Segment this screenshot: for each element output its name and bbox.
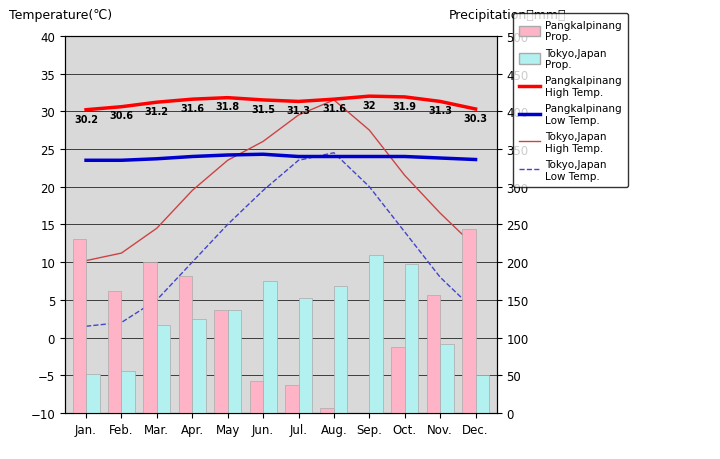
Bar bbox=[285, 385, 299, 413]
Text: 30.6: 30.6 bbox=[109, 111, 133, 121]
Bar bbox=[122, 371, 135, 413]
Bar bbox=[86, 374, 99, 413]
Bar bbox=[427, 296, 440, 413]
Text: 30.2: 30.2 bbox=[74, 114, 98, 124]
Bar bbox=[391, 347, 405, 413]
Bar bbox=[405, 265, 418, 413]
Bar bbox=[440, 344, 454, 413]
Bar bbox=[157, 325, 171, 413]
Bar bbox=[299, 298, 312, 413]
Legend: Pangkalpinang
Prop., Tokyo,Japan
Prop., Pangkalpinang
High Temp., Pangkalpinang
: Pangkalpinang Prop., Tokyo,Japan Prop., … bbox=[513, 14, 628, 187]
Text: 31.3: 31.3 bbox=[287, 106, 310, 116]
Bar bbox=[143, 263, 157, 413]
Bar bbox=[475, 375, 489, 413]
Bar bbox=[369, 256, 383, 413]
Bar bbox=[250, 381, 263, 413]
Text: 31.9: 31.9 bbox=[392, 101, 417, 112]
Text: 32: 32 bbox=[363, 101, 376, 111]
Text: 31.6: 31.6 bbox=[322, 104, 346, 114]
Bar bbox=[462, 230, 475, 413]
Bar bbox=[320, 409, 334, 413]
Bar bbox=[334, 286, 347, 413]
Bar bbox=[108, 291, 122, 413]
Text: 31.5: 31.5 bbox=[251, 105, 275, 114]
Bar bbox=[263, 281, 276, 413]
Text: 30.3: 30.3 bbox=[464, 113, 487, 123]
Text: Precipitation（mm）: Precipitation（mm） bbox=[449, 9, 566, 22]
Text: 31.6: 31.6 bbox=[180, 104, 204, 114]
Text: 31.2: 31.2 bbox=[145, 107, 169, 117]
Text: Temperature(℃): Temperature(℃) bbox=[9, 9, 112, 22]
Bar bbox=[215, 310, 228, 413]
Text: 31.8: 31.8 bbox=[215, 102, 240, 112]
Bar bbox=[73, 239, 86, 413]
Text: 31.3: 31.3 bbox=[428, 106, 452, 116]
Bar bbox=[228, 310, 241, 413]
Bar bbox=[179, 277, 192, 413]
Bar bbox=[192, 319, 206, 413]
